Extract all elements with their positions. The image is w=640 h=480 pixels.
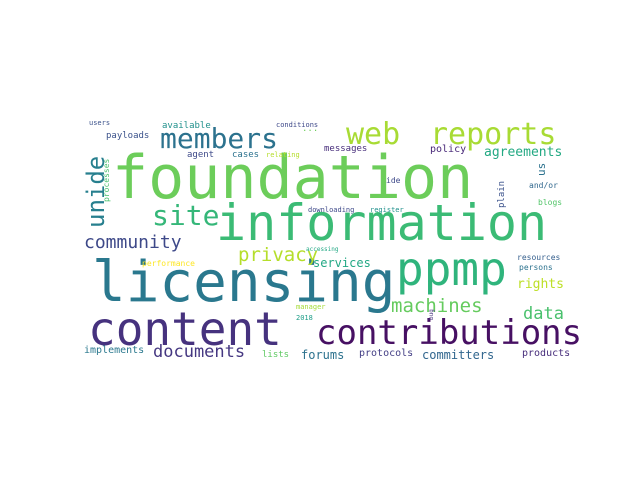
word-us: us <box>535 162 548 176</box>
word-processes: processes <box>102 158 111 202</box>
word-downloading: downloading <box>308 206 355 214</box>
word-reports: reports <box>430 117 557 152</box>
word-protocols: protocols <box>359 348 414 359</box>
word-content: content <box>88 302 282 356</box>
word-ellipsis: ... <box>302 124 319 134</box>
word-policy: policy <box>430 144 467 155</box>
word-accessing: accessing <box>306 246 339 253</box>
word-users: users <box>89 119 111 127</box>
word-agent: agent <box>187 150 215 160</box>
word-resources: resources <box>517 253 561 262</box>
word-contributions: contributions <box>316 313 583 353</box>
word-cases: cases <box>232 150 260 160</box>
word-persons: persons <box>519 263 553 272</box>
word-services: services <box>313 256 371 270</box>
word-members: members <box>160 122 279 155</box>
word-payloads: payloads <box>106 131 150 141</box>
word-rights: rights <box>517 277 564 292</box>
word-conditions: conditions <box>276 121 319 129</box>
word-blogs: blogs <box>538 198 563 207</box>
word-documents: documents <box>153 342 246 362</box>
word-committers: committers <box>422 348 495 362</box>
word-privacy: privacy <box>238 244 319 266</box>
word-cloud: foundation information licensing content… <box>80 117 582 363</box>
word-site: site <box>152 199 220 232</box>
word-forums: forums <box>301 348 345 362</box>
word-foundation: foundation <box>112 143 474 213</box>
word-available: available <box>162 121 211 131</box>
word-relating: relating <box>266 151 300 159</box>
word-2018: 2018 <box>296 314 313 322</box>
word-licensing: licensing <box>92 250 396 315</box>
word-lists: lists <box>262 350 290 360</box>
word-bug: bug <box>428 309 435 320</box>
word-plain: plain <box>497 180 507 208</box>
word-ppmp: ppmp <box>396 242 507 296</box>
word-implements: implements <box>84 345 145 356</box>
word-information: information <box>216 194 548 252</box>
word-and-or: and/or <box>529 181 558 190</box>
word-messages: messages <box>324 144 368 154</box>
word-machines: machines <box>391 295 483 317</box>
word-community: community <box>84 232 182 253</box>
word-ide: ide <box>386 176 401 185</box>
word-web: web <box>346 117 401 152</box>
word-agreements: agreements <box>484 145 563 160</box>
word-register: register <box>370 206 404 214</box>
word-manager: manager <box>296 303 326 311</box>
word-performance: performance <box>142 259 195 268</box>
word-products: products <box>522 348 571 359</box>
word-data: data <box>523 304 564 324</box>
